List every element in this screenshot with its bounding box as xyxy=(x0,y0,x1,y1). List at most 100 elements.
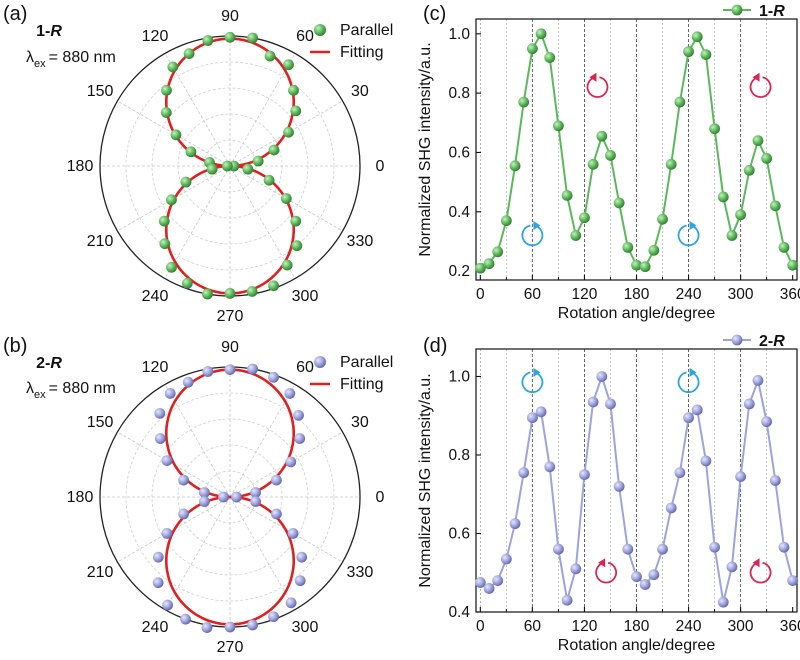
polar-angle-label: 0 xyxy=(376,158,385,175)
data-point xyxy=(639,261,651,273)
counterclockwise-arrow-icon xyxy=(749,72,772,98)
data-point xyxy=(500,215,512,227)
parallel-data-point xyxy=(206,163,218,175)
y-tick-label: 0.6 xyxy=(448,144,470,161)
parallel-data-point xyxy=(247,363,258,375)
x-tick-label: 300 xyxy=(728,286,754,303)
data-point xyxy=(570,230,582,241)
x-tick-label: 240 xyxy=(676,286,702,303)
parallel-data-point xyxy=(264,50,276,62)
excitation-value: = 880 nm xyxy=(49,49,116,66)
legend-label-parallel: Parallel xyxy=(340,22,393,39)
polar-angle-label: 60 xyxy=(296,28,314,45)
polar-angle-label: 330 xyxy=(347,564,374,581)
clockwise-arrow-icon xyxy=(677,221,700,247)
x-tick-label: 60 xyxy=(524,286,542,303)
polar-angle-label: 300 xyxy=(292,288,319,305)
parallel-data-point xyxy=(224,621,236,633)
data-point xyxy=(665,158,677,170)
parallel-data-point xyxy=(296,551,308,563)
parallel-data-point xyxy=(250,487,262,498)
data-point xyxy=(596,371,608,382)
data-point xyxy=(787,259,799,271)
legend-label: 1-R xyxy=(759,3,785,20)
x-tick-label: 180 xyxy=(624,286,650,303)
parallel-data-point xyxy=(154,433,166,444)
clockwise-arrow-icon-head xyxy=(533,221,541,231)
data-point xyxy=(474,262,486,274)
parallel-data-point xyxy=(291,240,303,252)
data-point xyxy=(683,412,694,424)
parallel-data-point xyxy=(160,107,172,118)
data-point xyxy=(483,583,495,594)
x-axis-label: Rotation angle/degree xyxy=(558,305,716,322)
parallel-data-point xyxy=(158,215,170,227)
polar-angle-label: 240 xyxy=(142,288,169,305)
excitation-label: λex = 880 nm xyxy=(26,380,116,401)
data-point xyxy=(735,209,747,221)
excitation-symbol: λ xyxy=(26,49,34,66)
data-point xyxy=(648,244,660,256)
parallel-data-point xyxy=(268,144,280,156)
data-point xyxy=(613,480,625,492)
parallel-data-point xyxy=(294,575,306,587)
parallel-data-point xyxy=(246,286,258,297)
counterclockwise-arrow-icon xyxy=(595,558,617,584)
polar-grid-ring xyxy=(125,61,335,271)
data-point xyxy=(553,543,564,555)
data-point xyxy=(622,241,634,253)
parallel-data-point xyxy=(271,474,282,486)
data-point xyxy=(509,160,521,172)
excitation-value: = 880 nm xyxy=(49,380,116,397)
sample-label-number: 2- xyxy=(36,355,50,372)
counterclockwise-arrow-icon-arc xyxy=(749,561,772,584)
data-point xyxy=(605,150,616,161)
parallel-data-point xyxy=(268,280,279,292)
polar-angle-label: 210 xyxy=(87,564,114,581)
legend-enantiomer: R xyxy=(773,333,785,350)
data-point xyxy=(526,43,538,55)
parallel-data-point xyxy=(224,288,236,299)
fitting-curve xyxy=(165,368,295,626)
panel-c: (c) 0 60 120 180 240 300 360 0.2 0.4 0.6 0.8 1.0 Rota… xyxy=(417,3,800,322)
polar-spoke xyxy=(229,384,296,498)
parallel-data-point xyxy=(252,155,264,167)
data-point xyxy=(674,96,686,108)
data-point xyxy=(631,259,642,271)
y-tick-label: 0.6 xyxy=(448,525,470,542)
x-tick-label: 360 xyxy=(780,286,800,303)
clockwise-arrow-icon xyxy=(521,367,544,393)
legend-label-fitting: Fitting xyxy=(340,376,384,393)
polar-spoke xyxy=(229,53,296,167)
data-point xyxy=(544,52,556,63)
polar-angle-label: 330 xyxy=(347,233,374,250)
data-point xyxy=(474,577,486,588)
data-point xyxy=(622,543,634,555)
data-point xyxy=(691,404,703,416)
parallel-data-point xyxy=(283,126,294,138)
parallel-data-point xyxy=(183,48,195,60)
data-point xyxy=(648,569,660,581)
parallel-data-point xyxy=(288,84,299,96)
data-point xyxy=(769,200,781,212)
parallel-data-point xyxy=(154,407,166,419)
y-tick-label: 1.0 xyxy=(448,368,470,385)
parallel-data-point xyxy=(224,364,236,375)
y-axis-label: Normalized SHG intensity/a.u. xyxy=(417,373,434,587)
data-point xyxy=(492,246,504,258)
data-point xyxy=(665,502,677,514)
legend-marker-parallel xyxy=(314,24,326,36)
polar-angle-label: 240 xyxy=(142,619,169,636)
data-point xyxy=(657,213,668,225)
y-tick-label: 0.8 xyxy=(448,447,470,464)
data-point xyxy=(752,135,764,147)
x-tick-label: 0 xyxy=(476,286,485,303)
polar-angle-label: 30 xyxy=(351,83,369,100)
parallel-data-point xyxy=(185,146,197,158)
polar-angle-label: 180 xyxy=(67,158,94,175)
clockwise-arrow-icon xyxy=(521,221,544,247)
parallel-data-point xyxy=(178,508,189,520)
polar-spoke xyxy=(164,165,231,279)
data-point xyxy=(787,575,799,586)
parallel-data-point xyxy=(152,551,164,563)
